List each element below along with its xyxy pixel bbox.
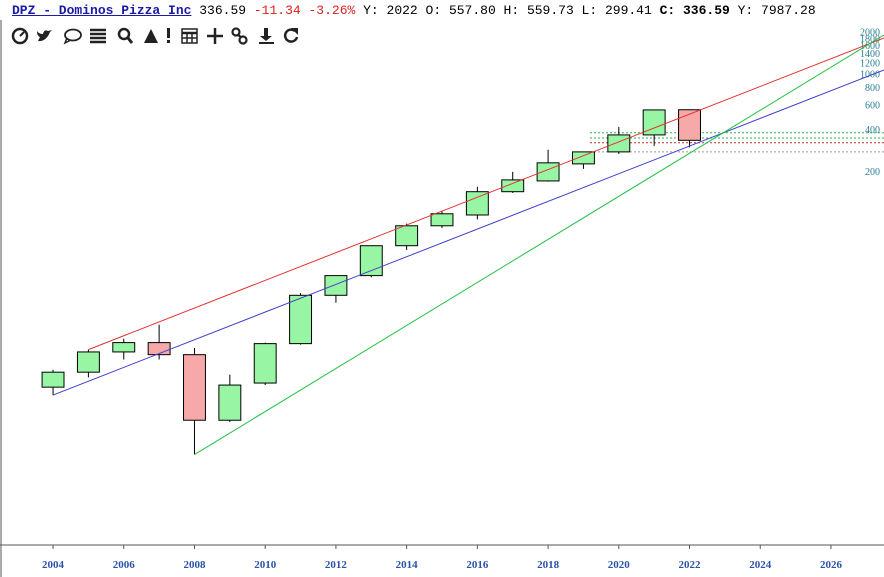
extra: Y: 7987.28 [737, 3, 816, 18]
x-tick-label: 2016 [466, 559, 489, 571]
candle-body [501, 179, 525, 193]
candle-body [112, 342, 136, 353]
ticker-link[interactable]: DPZ - Dominos Pizza Inc [12, 3, 192, 18]
y-tick-label: 200 [865, 167, 880, 178]
ohlc: Y: 2022 O: 557.80 H: 559.73 L: 299.41 [363, 3, 652, 18]
dashboard-icon[interactable] [11, 27, 29, 45]
x-tick-label: 2024 [749, 559, 772, 571]
x-tick-label: 2008 [183, 559, 206, 571]
candle-body [147, 342, 171, 356]
y-tick-label: 1800 [860, 34, 880, 45]
candle-body [41, 371, 65, 388]
y-tick-label: 2000 [860, 27, 880, 38]
candle-body [571, 151, 595, 165]
toolbar [11, 27, 299, 45]
search-icon[interactable] [117, 27, 134, 44]
candle-body [218, 384, 242, 421]
x-tick-label: 2018 [537, 559, 560, 571]
change-pct: -3.26% [308, 3, 356, 18]
candle-body [395, 225, 419, 247]
twitter-icon[interactable] [37, 30, 52, 42]
x-tick-label: 2004 [42, 559, 65, 571]
candle-body [253, 343, 277, 384]
x-tick-label: 2012 [325, 559, 348, 571]
change: -11.34 [253, 3, 301, 18]
x-tick-label: 2014 [396, 559, 419, 571]
link-icon[interactable] [231, 27, 248, 45]
candle-body [465, 191, 489, 216]
trendline [88, 37, 884, 351]
x-tick-label: 2026 [820, 559, 843, 571]
x-tick-label: 2006 [113, 559, 136, 571]
list-icon[interactable] [90, 28, 106, 44]
close: C: 336.59 [659, 3, 730, 18]
y-tick-label: 1200 [860, 58, 880, 69]
trendline [194, 34, 884, 456]
refresh-icon[interactable] [283, 28, 299, 43]
candle-body [324, 275, 348, 296]
comment-icon[interactable] [63, 28, 82, 45]
candle-body [678, 109, 701, 141]
calendar-icon[interactable] [181, 28, 198, 44]
y-tick-label: 1600 [860, 41, 880, 52]
candle-body [607, 134, 631, 153]
y-tick-label: 400 [865, 125, 880, 136]
alert-icon[interactable] [167, 28, 170, 43]
x-tick-label: 2022 [679, 559, 702, 571]
y-tick-label: 800 [865, 83, 880, 94]
triangle-icon[interactable] [144, 29, 158, 43]
move-icon[interactable] [207, 28, 223, 44]
candle-body [359, 245, 383, 277]
y-tick-label: 600 [865, 100, 880, 111]
candle-body [289, 294, 313, 345]
last-price: 336.59 [199, 3, 247, 18]
x-tick-label: 2020 [608, 559, 631, 571]
quote-header: DPZ - Dominos Pizza Inc 336.59 -11.34 -3… [12, 3, 816, 18]
y-tick-label: 1000 [860, 69, 880, 80]
candle-body [430, 213, 454, 227]
candle-body [183, 354, 206, 421]
candle-body [536, 162, 560, 182]
y-tick-label: 1400 [860, 49, 880, 60]
candle-body [642, 109, 666, 136]
x-tick-label: 2010 [254, 559, 277, 571]
download-icon[interactable] [259, 28, 274, 44]
candle-body [76, 351, 100, 373]
trendline [52, 69, 884, 396]
